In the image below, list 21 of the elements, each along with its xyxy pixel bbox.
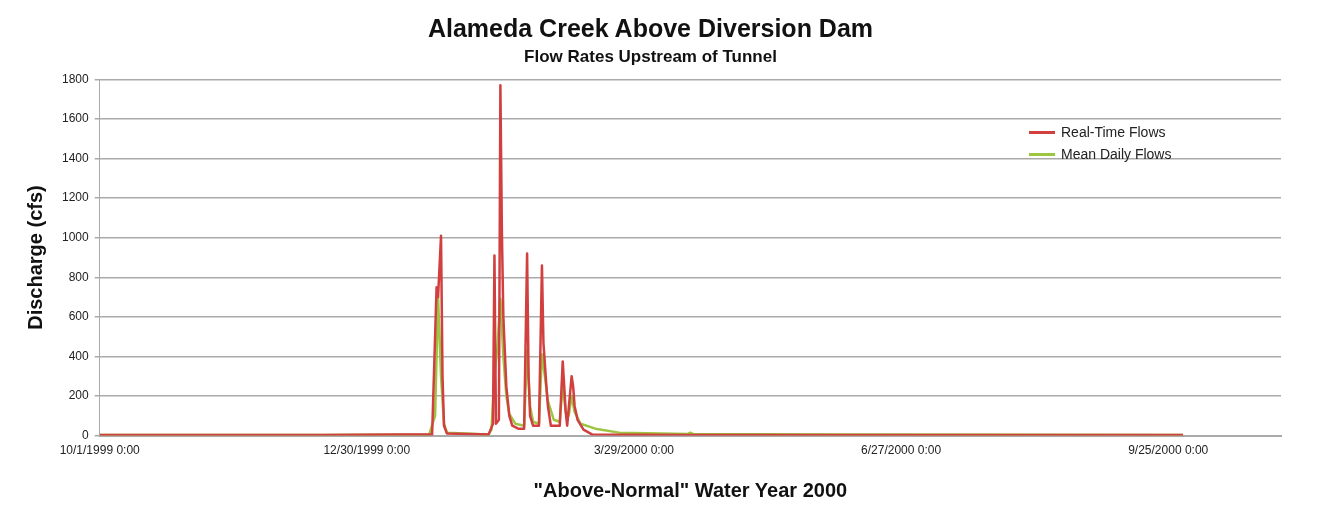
x-tick-label: 9/25/2000 0:00 — [1128, 443, 1209, 458]
y-tick-label: 600 — [68, 309, 90, 324]
y-tick-label: 200 — [68, 388, 90, 403]
y-tick-label: 800 — [68, 269, 90, 284]
chart-title: Alameda Creek Above Diversion Dam — [427, 13, 874, 42]
y-axis-title: Discharge (cfs) — [23, 185, 46, 330]
chart-subtitle: Flow Rates Upstream of Tunnel — [524, 46, 777, 66]
x-tick-label: 12/30/1999 0:00 — [323, 443, 411, 458]
y-tick-label: 1800 — [61, 71, 90, 86]
y-tick-label: 0 — [82, 427, 90, 442]
x-axis-title: "Above-Normal" Water Year 2000 — [533, 478, 848, 501]
y-tick-label: 1200 — [61, 190, 90, 205]
x-tick-label: 3/29/2000 0:00 — [593, 443, 675, 458]
legend-label: Mean Daily Flows — [1061, 146, 1172, 163]
legend-label: Real-Time Flows — [1061, 124, 1166, 141]
y-tick-label: 1400 — [61, 150, 90, 165]
y-tick-label: 1600 — [61, 111, 90, 126]
x-tick-label: 10/1/1999 0:00 — [59, 443, 141, 458]
y-tick-label: 1000 — [61, 230, 90, 245]
x-tick-label: 6/27/2000 0:00 — [861, 443, 942, 458]
y-tick-label: 400 — [68, 348, 90, 363]
